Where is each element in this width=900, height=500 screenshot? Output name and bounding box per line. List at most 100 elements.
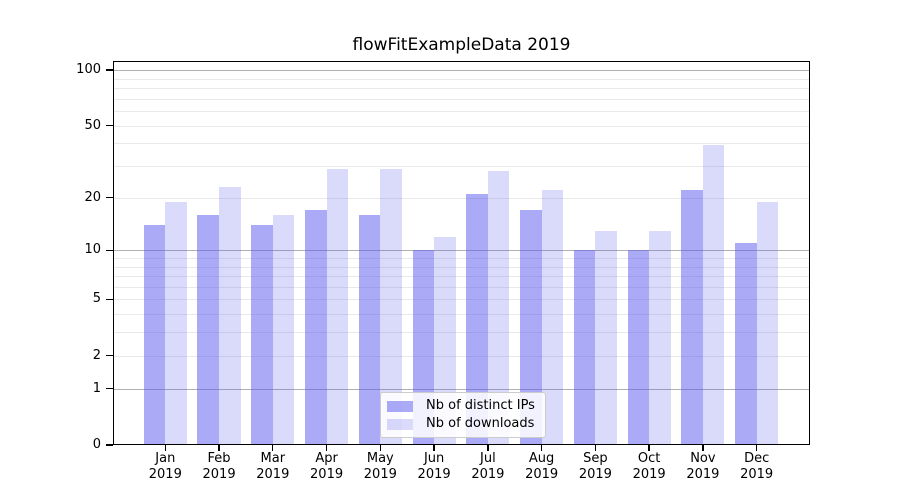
y-gridline-minor-70 xyxy=(113,98,810,100)
y-tick-label-0: 0 xyxy=(92,437,101,452)
bar-distinct-ips-mar xyxy=(251,225,273,445)
y-tick-mark-10 xyxy=(106,249,113,251)
x-tick-year: 2019 xyxy=(578,467,612,482)
y-gridline-major-10 xyxy=(113,250,810,252)
bar-downloads-sep xyxy=(595,230,617,445)
y-gridline-minor-4 xyxy=(113,314,810,316)
y-tick-label-20: 20 xyxy=(84,189,101,205)
x-tick-year: 2019 xyxy=(363,467,397,482)
y-gridline-minor-2 xyxy=(113,355,810,357)
bar-distinct-ips-feb xyxy=(197,214,220,445)
bar-distinct-ips-apr xyxy=(304,210,327,445)
bar-downloads-apr xyxy=(326,168,349,445)
x-tick-mark-apr xyxy=(325,445,328,451)
y-gridline-major-100 xyxy=(113,70,810,72)
bar-distinct-ips-sep xyxy=(573,250,596,445)
x-tick-label-jan: Jan 2019 xyxy=(137,451,193,483)
x-tick-mark-jan xyxy=(164,445,166,451)
x-tick-year: 2019 xyxy=(525,467,559,482)
bar-distinct-ips-nov xyxy=(681,190,703,445)
x-tick-year: 2019 xyxy=(686,467,720,482)
x-tick-year: 2019 xyxy=(417,467,451,482)
x-tick-month: Mar xyxy=(260,451,286,466)
legend-swatch-downloads xyxy=(387,418,413,430)
y-tick-mark-100 xyxy=(106,69,113,71)
bar-downloads-nov xyxy=(702,145,725,445)
y-gridline-minor-90 xyxy=(113,78,810,80)
y-tick-mark-50 xyxy=(106,124,113,127)
bar-downloads-feb xyxy=(219,186,241,445)
x-tick-label-mar: Mar 2019 xyxy=(245,451,301,483)
x-tick-year: 2019 xyxy=(471,467,505,482)
y-gridline-minor-20 xyxy=(113,197,810,199)
x-tick-year: 2019 xyxy=(740,467,774,482)
x-tick-label-jun: Jun 2019 xyxy=(406,451,462,483)
y-tick-mark-1 xyxy=(106,388,113,390)
bar-downloads-jan xyxy=(165,201,187,445)
x-tick-year: 2019 xyxy=(310,467,344,482)
bar-distinct-ips-may xyxy=(358,214,381,445)
y-gridline-minor-6 xyxy=(113,286,810,288)
x-tick-month: Jul xyxy=(480,451,496,466)
x-tick-mark-mar xyxy=(272,445,274,451)
bar-distinct-ips-jul xyxy=(466,193,488,445)
y-gridline-minor-30 xyxy=(113,166,810,168)
legend-label-distinct-ips: Nb of distinct IPs xyxy=(426,398,535,413)
y-gridline-minor-7 xyxy=(113,276,810,278)
y-gridline-minor-3 xyxy=(113,332,810,334)
bar-distinct-ips-aug xyxy=(520,210,542,445)
bar-distinct-ips-oct xyxy=(627,250,650,445)
x-tick-label-sep: Sep 2019 xyxy=(567,451,623,483)
y-tick-mark-2 xyxy=(106,355,113,357)
legend-item-downloads: Nb of downloads xyxy=(387,416,537,432)
legend-swatch-distinct-ips xyxy=(387,400,413,412)
x-tick-month: Dec xyxy=(744,451,770,466)
x-tick-month: May xyxy=(366,451,394,466)
bar-distinct-ips-jan xyxy=(143,225,166,445)
x-tick-label-feb: Feb 2019 xyxy=(191,451,247,483)
x-tick-mark-aug xyxy=(540,445,543,451)
chart-title: flowFitExampleData 2019 xyxy=(352,35,571,55)
x-tick-mark-jun xyxy=(433,445,435,451)
bar-downloads-mar xyxy=(272,214,295,445)
bar-downloads-oct xyxy=(649,230,671,445)
x-tick-month: Aug xyxy=(528,451,555,466)
x-tick-year: 2019 xyxy=(148,467,182,482)
y-gridline-minor-9 xyxy=(113,257,810,259)
y-tick-mark-20 xyxy=(106,197,113,199)
x-tick-mark-jul xyxy=(487,445,489,451)
bar-downloads-jul xyxy=(487,171,510,445)
bar-downloads-may xyxy=(380,168,402,445)
y-gridline-minor-80 xyxy=(113,88,810,90)
y-tick-label-10: 10 xyxy=(84,242,101,258)
legend: Nb of distinct IPs Nb of downloads xyxy=(380,392,546,438)
x-tick-month: Jan xyxy=(155,451,176,466)
legend-item-distinct-ips: Nb of distinct IPs xyxy=(387,398,537,414)
x-tick-label-aug: Aug 2019 xyxy=(514,451,570,483)
bar-distinct-ips-dec xyxy=(735,243,757,445)
x-tick-month: Oct xyxy=(637,451,661,466)
x-tick-month: Nov xyxy=(690,451,716,466)
y-tick-label-1: 1 xyxy=(92,380,101,396)
x-tick-mark-oct xyxy=(648,445,650,451)
y-tick-label-100: 100 xyxy=(76,62,101,78)
y-tick-label-2: 2 xyxy=(92,347,101,363)
x-tick-label-may: May 2019 xyxy=(352,451,408,483)
y-gridline-minor-40 xyxy=(113,143,810,145)
x-tick-year: 2019 xyxy=(202,467,236,482)
y-gridline-major-1 xyxy=(113,388,810,390)
legend-label-downloads: Nb of downloads xyxy=(426,416,535,431)
bar-downloads-aug xyxy=(541,190,564,445)
x-tick-year: 2019 xyxy=(256,467,290,482)
y-tick-mark-0 xyxy=(106,444,113,446)
y-gridline-minor-60 xyxy=(113,111,810,113)
x-tick-mark-nov xyxy=(702,445,704,451)
y-tick-label-50: 50 xyxy=(84,117,101,133)
x-tick-mark-dec xyxy=(756,445,758,451)
x-tick-label-jul: Jul 2019 xyxy=(460,451,516,483)
x-tick-label-apr: Apr 2019 xyxy=(299,451,355,483)
y-tick-mark-5 xyxy=(106,298,113,301)
x-tick-month: Apr xyxy=(315,451,338,466)
x-tick-label-nov: Nov 2019 xyxy=(675,451,731,483)
